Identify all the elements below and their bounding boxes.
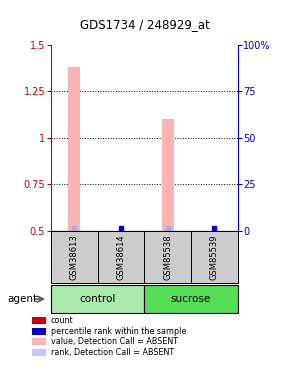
Text: control: control	[79, 294, 116, 304]
Bar	[51, 285, 144, 313]
Bar	[144, 285, 238, 313]
Text: GSM85538: GSM85538	[163, 234, 172, 280]
Bar	[68, 67, 80, 231]
Bar	[191, 231, 238, 283]
Text: value, Detection Call = ABSENT: value, Detection Call = ABSENT	[51, 337, 178, 346]
Text: rank, Detection Call = ABSENT: rank, Detection Call = ABSENT	[51, 348, 174, 357]
Text: GDS1734 / 248929_at: GDS1734 / 248929_at	[80, 18, 210, 31]
Text: count: count	[51, 316, 73, 325]
Bar	[97, 231, 144, 283]
Text: GSM85539: GSM85539	[210, 234, 219, 280]
Bar	[144, 231, 191, 283]
Text: sucrose: sucrose	[171, 294, 211, 304]
Text: GSM38614: GSM38614	[116, 234, 125, 280]
Text: percentile rank within the sample: percentile rank within the sample	[51, 327, 186, 336]
Bar	[51, 231, 97, 283]
Text: agent: agent	[7, 294, 37, 304]
Bar	[162, 119, 173, 231]
Text: GSM38613: GSM38613	[70, 234, 79, 280]
